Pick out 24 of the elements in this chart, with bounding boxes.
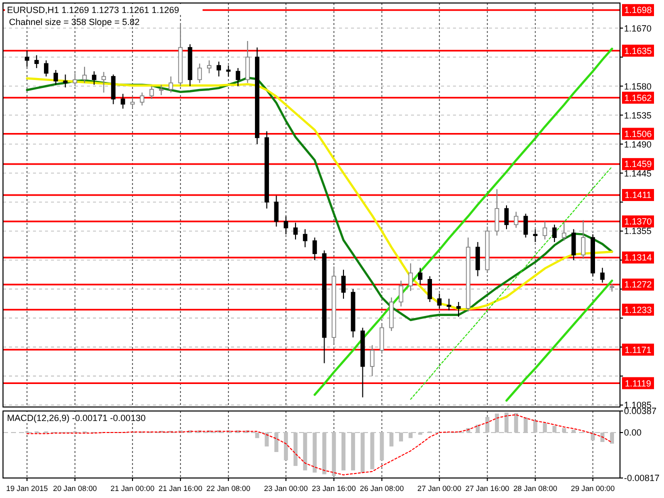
ref-line-label: 1.1459 bbox=[624, 159, 652, 170]
ref-line-label: 1.1698 bbox=[624, 5, 652, 16]
y-tick-label: -0.00817 bbox=[624, 473, 660, 484]
ref-line-label: 1.1562 bbox=[624, 92, 652, 103]
y-tick-label: 0.00387 bbox=[624, 406, 657, 416]
y-tick-label: 0.00 bbox=[624, 428, 642, 438]
ref-line-label: 1.1635 bbox=[624, 46, 652, 56]
ref-line-label: 1.1314 bbox=[624, 252, 652, 263]
ref-line-label: 1.1370 bbox=[624, 216, 652, 227]
chart-title: EURUSD,H1 1.1269 1.1273 1.1261 1.1269 bbox=[7, 5, 180, 15]
ref-line-label: 1.1171 bbox=[624, 344, 652, 355]
y-tick-label: 1.1580 bbox=[624, 81, 652, 92]
y-tick-label: 1.1535 bbox=[624, 110, 652, 120]
ref-line-label: 1.1272 bbox=[624, 280, 652, 290]
ref-line-label: 1.1119 bbox=[624, 378, 652, 388]
y-tick-label: 1.1445 bbox=[624, 168, 652, 178]
y-tick-label: 1.1670 bbox=[624, 23, 652, 34]
ref-line-label: 1.1506 bbox=[624, 128, 652, 139]
text: Channel size = 358 Slope = 5.82 bbox=[9, 17, 140, 27]
ref-line-label: 1.1411 bbox=[624, 190, 652, 200]
ref-line-label: 1.1233 bbox=[624, 304, 652, 315]
y-tick-label: 1.1355 bbox=[624, 226, 652, 236]
chart-title: MACD(12,26,9) -0.00171 -0.00130 bbox=[7, 413, 146, 423]
y-tick-label: 1.1490 bbox=[624, 139, 652, 150]
